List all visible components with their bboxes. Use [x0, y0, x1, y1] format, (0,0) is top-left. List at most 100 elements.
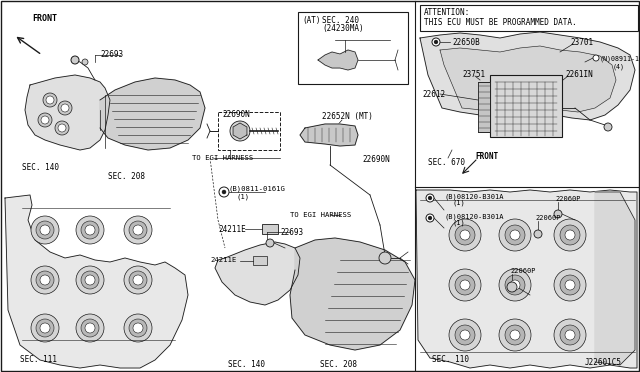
Circle shape [428, 196, 432, 200]
Polygon shape [5, 195, 188, 368]
Circle shape [428, 216, 432, 220]
Circle shape [560, 275, 580, 295]
Polygon shape [300, 124, 358, 146]
Bar [420, 5, 638, 31]
Circle shape [499, 219, 531, 251]
Text: (AT): (AT) [302, 16, 321, 25]
Circle shape [40, 323, 50, 333]
Text: J22601C5: J22601C5 [585, 358, 622, 367]
Bar [262, 224, 278, 234]
Circle shape [36, 221, 54, 239]
Text: SEC. 240: SEC. 240 [322, 16, 359, 25]
Text: (B)08120-B301A: (B)08120-B301A [445, 193, 504, 199]
Text: 22690N: 22690N [362, 155, 390, 164]
Circle shape [460, 230, 470, 240]
Text: 22612: 22612 [422, 90, 445, 99]
Circle shape [46, 96, 54, 104]
Circle shape [81, 221, 99, 239]
Polygon shape [290, 238, 415, 350]
Circle shape [449, 269, 481, 301]
Text: (1): (1) [237, 194, 250, 201]
Polygon shape [100, 78, 205, 150]
Text: TO EGI HARNESS: TO EGI HARNESS [290, 212, 351, 218]
Text: TO EGI HARNESS: TO EGI HARNESS [192, 155, 253, 161]
Text: FRONT: FRONT [475, 152, 498, 161]
Text: 2261IN: 2261IN [565, 70, 593, 79]
Circle shape [81, 271, 99, 289]
Circle shape [449, 219, 481, 251]
Circle shape [455, 225, 475, 245]
Bar [298, 12, 408, 84]
Circle shape [133, 275, 143, 285]
Polygon shape [416, 190, 637, 368]
Circle shape [76, 216, 104, 244]
Text: (24230MA): (24230MA) [322, 24, 364, 33]
Polygon shape [318, 50, 358, 70]
Circle shape [61, 104, 69, 112]
Circle shape [38, 113, 52, 127]
Polygon shape [215, 242, 300, 305]
Text: (B)0811-0161G: (B)0811-0161G [228, 186, 285, 192]
Circle shape [129, 319, 147, 337]
Polygon shape [233, 123, 247, 139]
Circle shape [222, 190, 226, 194]
Text: SEC. 140: SEC. 140 [22, 163, 59, 172]
Text: 22060P: 22060P [555, 196, 580, 202]
Circle shape [565, 230, 575, 240]
Circle shape [41, 116, 49, 124]
Circle shape [36, 271, 54, 289]
Circle shape [43, 93, 57, 107]
Circle shape [31, 314, 59, 342]
Text: SEC. 111: SEC. 111 [20, 355, 57, 364]
Text: SEC. 208: SEC. 208 [108, 172, 145, 181]
Circle shape [31, 216, 59, 244]
Circle shape [55, 121, 69, 135]
Circle shape [505, 325, 525, 345]
Circle shape [379, 252, 391, 264]
Text: SEC. 110: SEC. 110 [432, 355, 469, 364]
Text: 23701: 23701 [570, 38, 593, 47]
Circle shape [426, 194, 434, 202]
Text: 24211E: 24211E [210, 257, 236, 263]
Circle shape [499, 269, 531, 301]
Circle shape [593, 55, 599, 61]
Circle shape [534, 230, 542, 238]
Circle shape [507, 282, 517, 292]
Circle shape [565, 280, 575, 290]
Text: (1): (1) [453, 220, 466, 227]
Polygon shape [440, 46, 616, 112]
Circle shape [505, 275, 525, 295]
Polygon shape [25, 75, 110, 150]
Circle shape [124, 314, 152, 342]
Polygon shape [420, 32, 635, 120]
Circle shape [82, 59, 88, 65]
Circle shape [565, 330, 575, 340]
Bar [253, 256, 267, 265]
Text: (1): (1) [453, 200, 466, 206]
Circle shape [133, 323, 143, 333]
Bar [490, 75, 562, 137]
Circle shape [510, 330, 520, 340]
Circle shape [133, 225, 143, 235]
Text: 23751: 23751 [462, 70, 485, 79]
Circle shape [460, 280, 470, 290]
Circle shape [129, 271, 147, 289]
Text: (N)08911-1062G: (N)08911-1062G [600, 55, 640, 61]
Circle shape [432, 38, 440, 46]
Circle shape [554, 219, 586, 251]
Text: FRONT: FRONT [32, 14, 57, 23]
Text: SEC. 140: SEC. 140 [228, 360, 265, 369]
Circle shape [129, 221, 147, 239]
Text: SEC. 208: SEC. 208 [320, 360, 357, 369]
Circle shape [76, 266, 104, 294]
Bar [218, 112, 280, 150]
Text: 22060P: 22060P [510, 268, 536, 274]
Text: 22060P: 22060P [535, 215, 561, 221]
Circle shape [58, 101, 72, 115]
Text: 22693: 22693 [280, 228, 303, 237]
Text: ATTENTION:
THIS ECU MUST BE PROGRAMMED DATA.: ATTENTION: THIS ECU MUST BE PROGRAMMED D… [424, 8, 577, 28]
Circle shape [219, 187, 229, 197]
Circle shape [426, 214, 434, 222]
Circle shape [505, 225, 525, 245]
Circle shape [124, 216, 152, 244]
